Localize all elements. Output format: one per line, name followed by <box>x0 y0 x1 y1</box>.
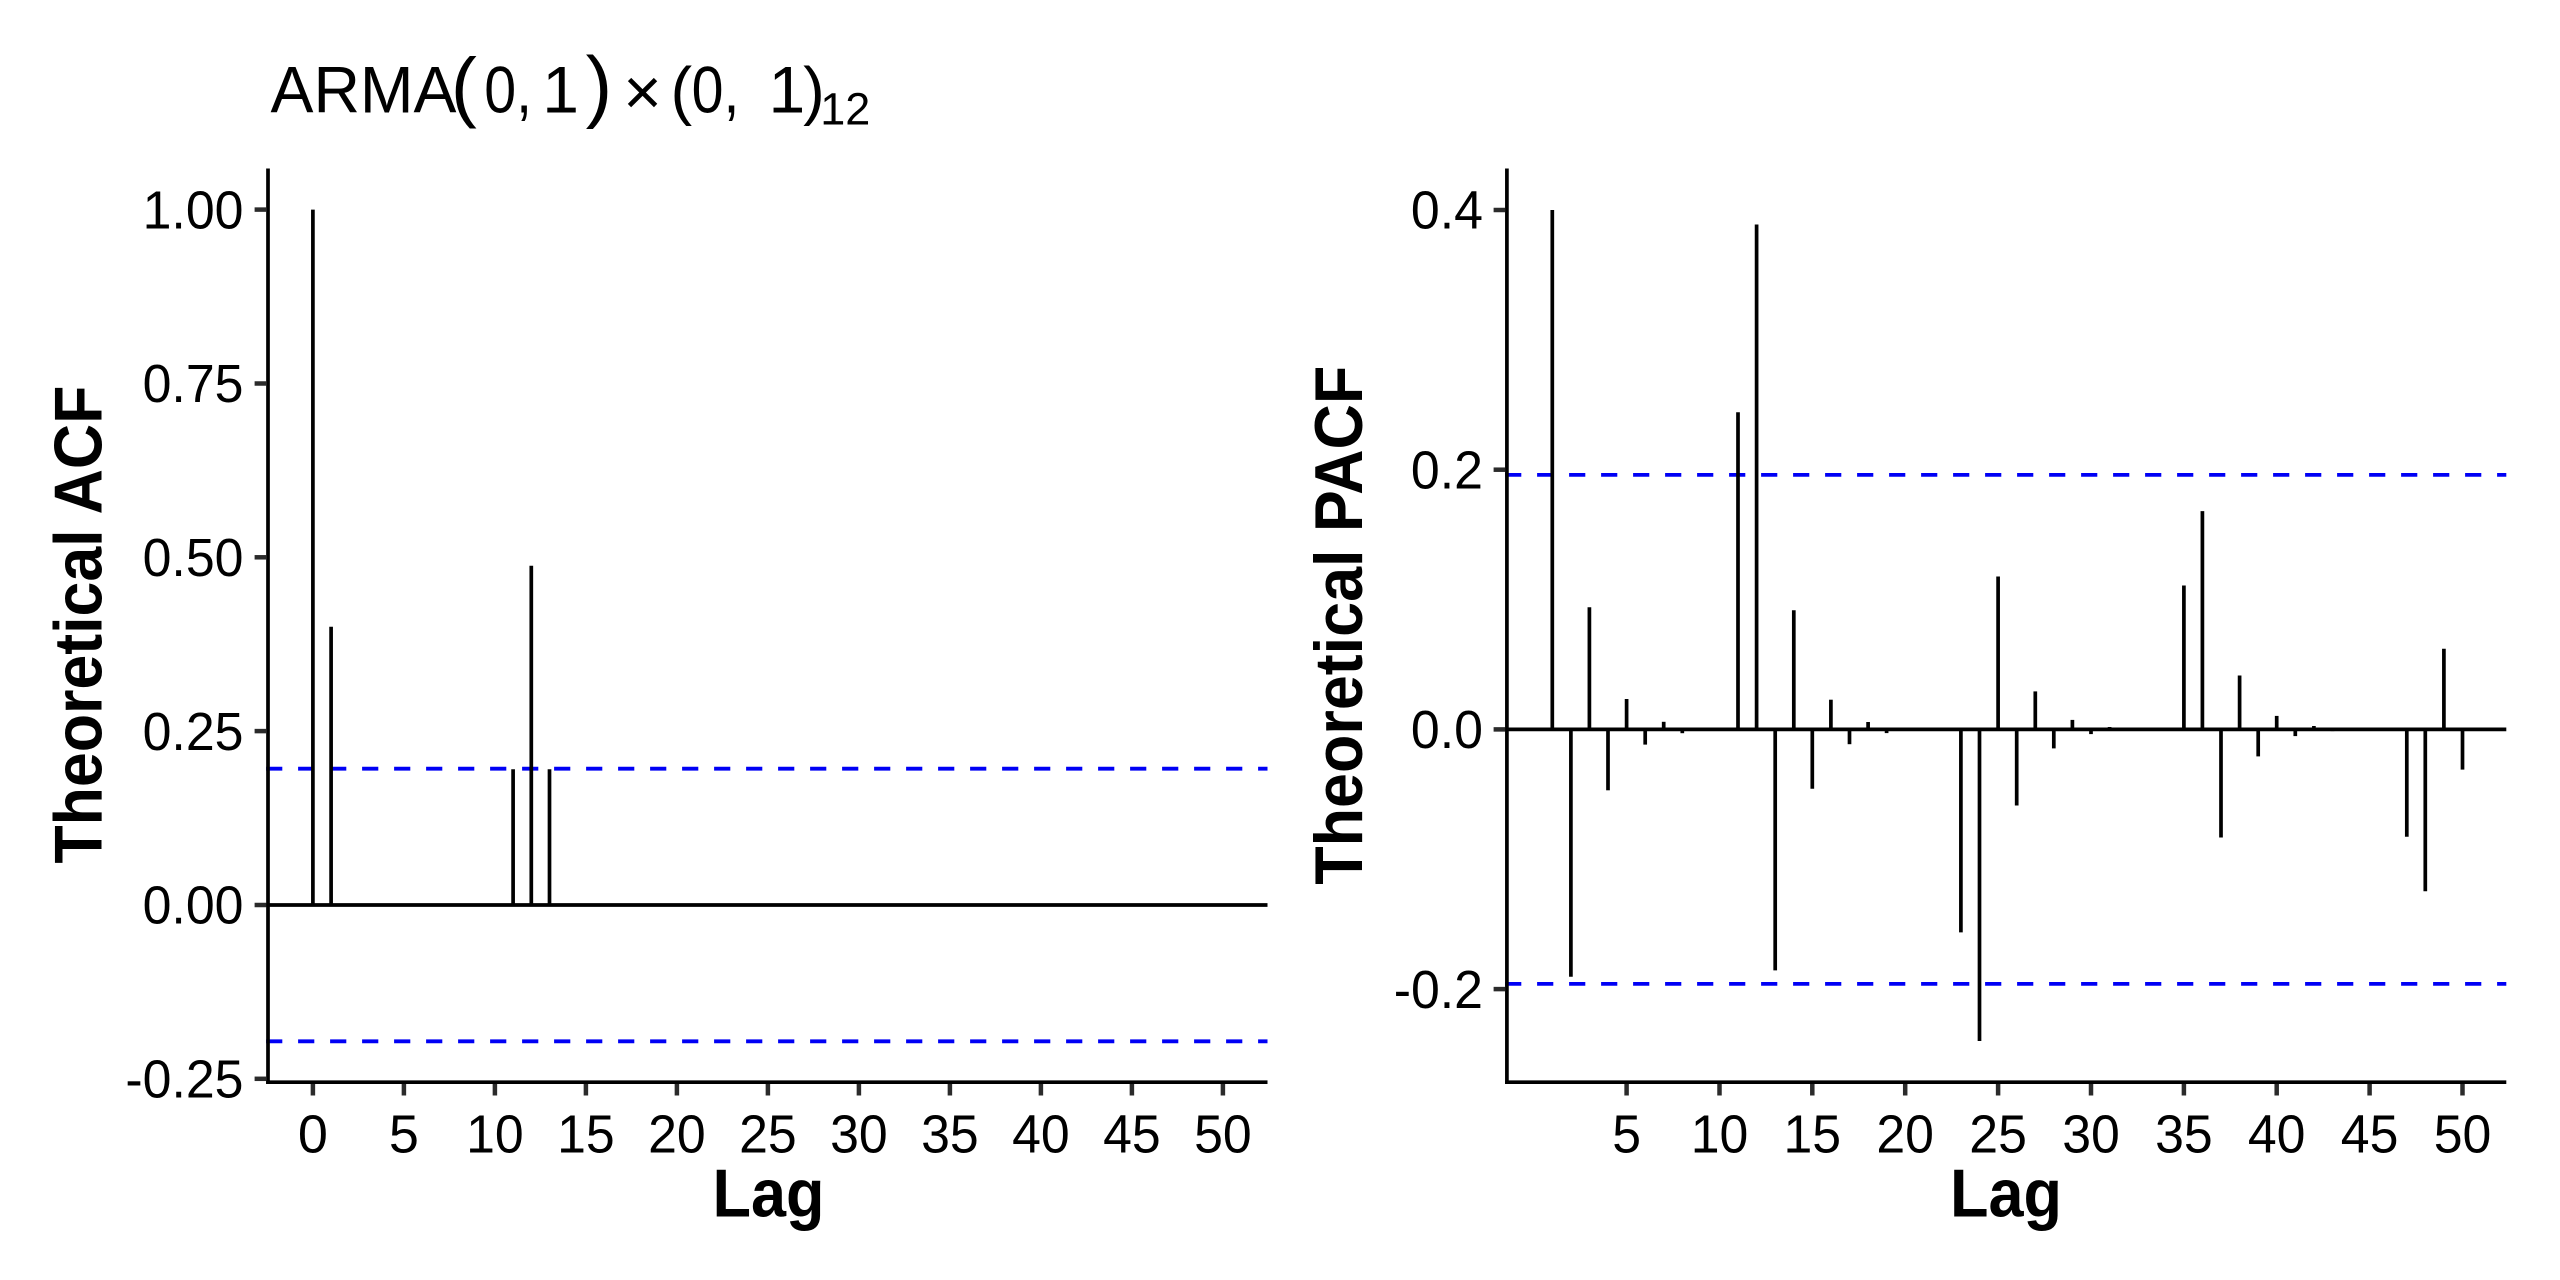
svg-text:45: 45 <box>1103 1105 1161 1165</box>
svg-text:0: 0 <box>298 1105 328 1165</box>
svg-text:10: 10 <box>466 1105 524 1165</box>
svg-text:30: 30 <box>830 1105 888 1165</box>
svg-text:(: ( <box>451 42 477 130</box>
svg-text:45: 45 <box>2341 1105 2399 1165</box>
svg-text:1: 1 <box>769 53 806 127</box>
svg-text:35: 35 <box>2155 1105 2213 1165</box>
svg-text:Lag: Lag <box>1950 1156 2062 1232</box>
svg-text:35: 35 <box>921 1105 979 1165</box>
svg-text:): ) <box>586 41 613 130</box>
svg-text:30: 30 <box>2062 1105 2120 1165</box>
svg-text:20: 20 <box>1876 1105 1934 1165</box>
svg-text:0.4: 0.4 <box>1411 181 1483 241</box>
svg-text:): ) <box>803 54 825 127</box>
svg-text:0.0: 0.0 <box>1411 700 1483 760</box>
svg-text:0.50: 0.50 <box>143 528 244 588</box>
svg-text:×: × <box>623 55 662 129</box>
svg-text:-0.2: -0.2 <box>1394 960 1483 1020</box>
svg-text:40: 40 <box>1012 1105 1070 1165</box>
svg-text:5: 5 <box>1612 1105 1641 1165</box>
svg-text:Lag: Lag <box>713 1156 825 1232</box>
svg-text:0.2: 0.2 <box>1411 440 1483 500</box>
svg-text:(: ( <box>671 54 693 127</box>
svg-text:50: 50 <box>2434 1105 2492 1165</box>
svg-text:0.00: 0.00 <box>143 876 244 936</box>
svg-text:1: 1 <box>542 53 579 127</box>
svg-text:Theoretical PACF: Theoretical PACF <box>1301 366 1377 885</box>
svg-text:25: 25 <box>739 1105 797 1165</box>
svg-text:15: 15 <box>557 1105 615 1165</box>
svg-text:25: 25 <box>1969 1105 2027 1165</box>
svg-text:15: 15 <box>1784 1105 1842 1165</box>
svg-text:40: 40 <box>2248 1105 2306 1165</box>
svg-text:-0.25: -0.25 <box>125 1050 243 1110</box>
svg-text:ARMA: ARMA <box>271 53 457 127</box>
svg-text:10: 10 <box>1691 1105 1749 1165</box>
svg-text:Theoretical ACF: Theoretical ACF <box>41 386 117 864</box>
svg-text:0,: 0, <box>692 53 740 127</box>
svg-text:20: 20 <box>648 1105 706 1165</box>
svg-text:0.25: 0.25 <box>143 702 244 762</box>
svg-text:12: 12 <box>820 83 870 134</box>
svg-text:1.00: 1.00 <box>143 180 244 240</box>
svg-text:0.75: 0.75 <box>143 354 244 414</box>
svg-text:5: 5 <box>389 1105 419 1165</box>
svg-text:0,: 0, <box>484 53 532 127</box>
svg-text:50: 50 <box>1194 1105 1252 1165</box>
